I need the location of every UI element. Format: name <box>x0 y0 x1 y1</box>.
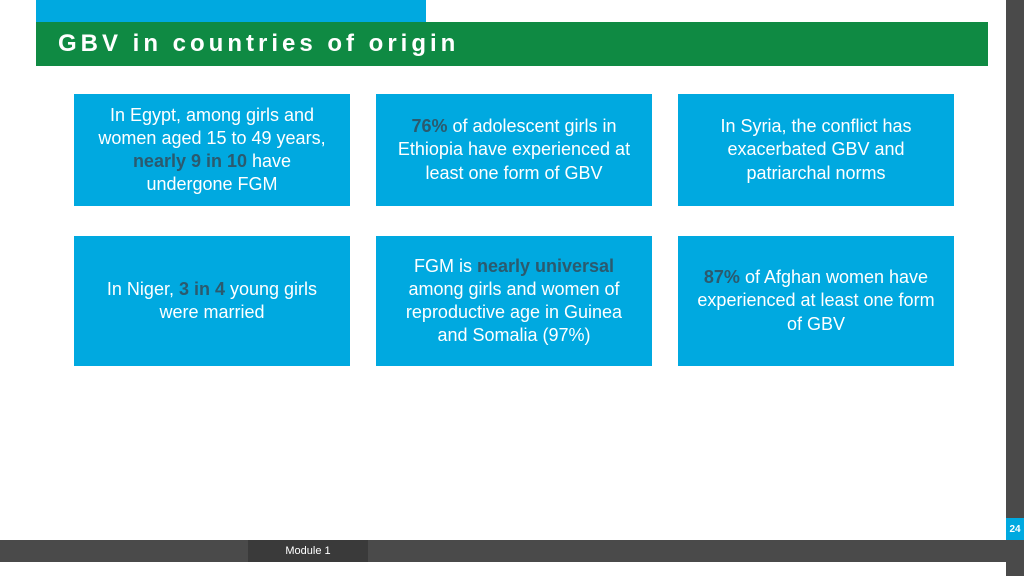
module-label: Module 1 <box>248 540 368 562</box>
card-text: In Niger, 3 in 4 young girls were marrie… <box>92 278 332 324</box>
card-ethiopia: 76% of adolescent girls in Ethiopia have… <box>376 94 652 206</box>
card-text: In Egypt, among girls and women aged 15 … <box>92 104 332 196</box>
card-text: 87% of Afghan women have experienced at … <box>696 266 936 335</box>
card-niger: In Niger, 3 in 4 young girls were marrie… <box>74 236 350 366</box>
slide-title: GBV in countries of origin <box>58 30 459 58</box>
right-side-bar <box>1006 0 1024 576</box>
title-bar: GBV in countries of origin <box>36 22 988 66</box>
card-egypt: In Egypt, among girls and women aged 15 … <box>74 94 350 206</box>
page-number: 24 <box>1006 518 1024 540</box>
card-text: FGM is nearly universal among girls and … <box>394 255 634 347</box>
top-accent-bar <box>36 0 426 22</box>
card-afghanistan: 87% of Afghan women have experienced at … <box>678 236 954 366</box>
card-text: In Syria, the conflict has exacerbated G… <box>696 115 936 184</box>
card-syria: In Syria, the conflict has exacerbated G… <box>678 94 954 206</box>
bottom-bar <box>0 540 1006 562</box>
card-guinea-somalia: FGM is nearly universal among girls and … <box>376 236 652 366</box>
card-text: 76% of adolescent girls in Ethiopia have… <box>394 115 634 184</box>
cards-grid: In Egypt, among girls and women aged 15 … <box>74 94 954 366</box>
